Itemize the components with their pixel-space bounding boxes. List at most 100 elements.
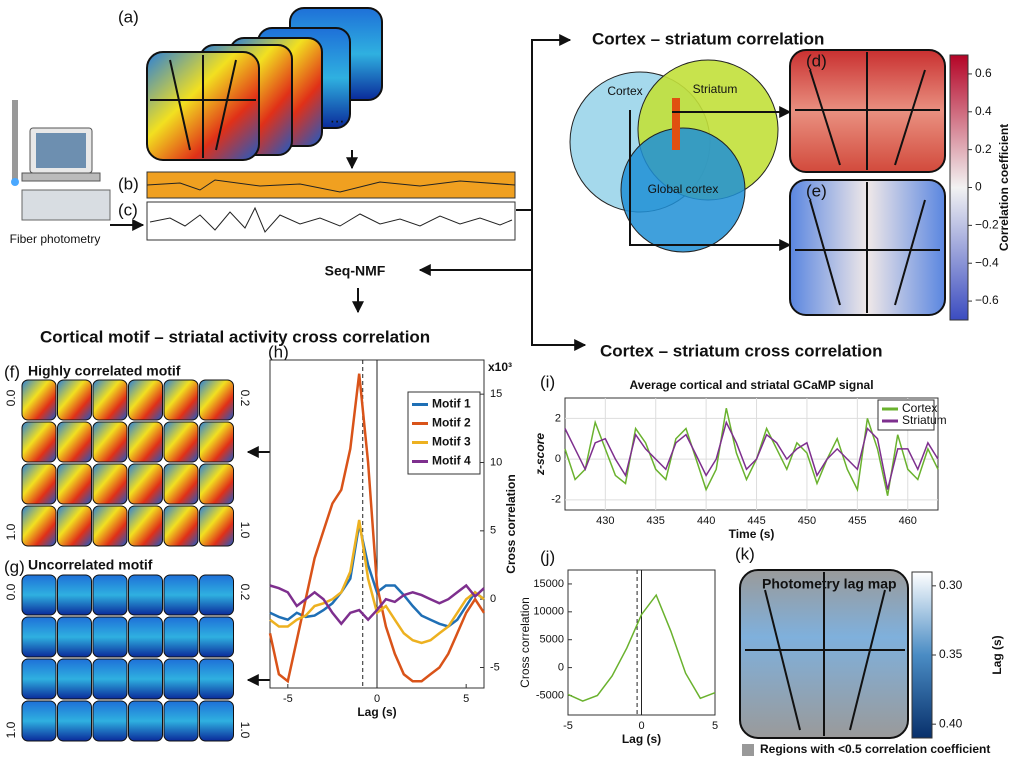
panel-label: (b) xyxy=(118,174,139,193)
motif-frame xyxy=(58,575,92,615)
legend-label: Motif 1 xyxy=(432,397,471,411)
motif-frame xyxy=(93,506,127,546)
motif-frame xyxy=(200,422,234,462)
motif-frame xyxy=(22,422,56,462)
motif-frame xyxy=(200,464,234,504)
colorbar xyxy=(950,55,968,320)
device xyxy=(22,190,110,220)
colorbar-tick-label: 0 xyxy=(975,180,982,194)
x-tick-label: 0 xyxy=(374,693,380,705)
arrow xyxy=(516,40,570,210)
y-tick-label: 10 xyxy=(490,456,502,468)
motif-frame xyxy=(22,575,56,615)
y-tick-label: 10000 xyxy=(533,606,564,618)
motif-frame xyxy=(22,617,56,657)
subtitle: Uncorrelated motif xyxy=(28,557,153,573)
trace-box xyxy=(147,202,515,240)
panel-label: (a) xyxy=(118,7,139,26)
legend-label: Striatum xyxy=(902,413,947,427)
panel-label: (j) xyxy=(540,547,555,566)
panel-label: (f) xyxy=(4,362,20,381)
legend-label: Motif 3 xyxy=(432,435,471,449)
motif-frame xyxy=(164,575,198,615)
motif-frame xyxy=(200,575,234,615)
side-label: 1.0 xyxy=(238,722,252,739)
motif-frame xyxy=(93,659,127,699)
y-tick-label: -2 xyxy=(551,494,561,506)
colorbar-tick-label: 0.2 xyxy=(975,142,992,156)
colorbar-tick-label: 0.40 xyxy=(939,716,963,730)
light xyxy=(11,178,19,186)
x-axis-label: Time (s) xyxy=(729,527,775,541)
motif-frame xyxy=(200,380,234,420)
colorbar-tick-label: 0.6 xyxy=(975,66,992,80)
motif-frame xyxy=(129,506,163,546)
x-tick-label: 440 xyxy=(697,515,715,527)
section-title: Cortex – striatum correlation xyxy=(592,29,824,48)
colorbar-tick-label: 0.4 xyxy=(975,104,992,118)
panel-label: (k) xyxy=(735,544,755,563)
x-tick-label: -5 xyxy=(283,693,293,705)
side-label: 0.0 xyxy=(4,389,18,406)
screen xyxy=(36,133,86,168)
chart-title: Average cortical and striatal GCaMP sign… xyxy=(629,378,873,392)
side-label: 1.0 xyxy=(4,523,18,540)
motif-frame xyxy=(22,701,56,741)
venn-label: Cortex xyxy=(607,84,642,98)
motif-frame xyxy=(129,380,163,420)
heat-strip xyxy=(147,172,515,198)
motif-frame xyxy=(129,617,163,657)
motif-frame xyxy=(58,701,92,741)
note: Regions with <0.5 correlation coefficien… xyxy=(760,742,990,756)
motif-frame xyxy=(93,380,127,420)
side-label: 1.0 xyxy=(238,522,252,539)
legend-label: Motif 2 xyxy=(432,416,471,430)
y-tick-label: 5 xyxy=(490,525,496,537)
motif-frame xyxy=(93,464,127,504)
y-tick-label: -5 xyxy=(490,661,500,673)
colorbar-tick-label: 0.35 xyxy=(939,647,963,661)
y-tick-label: 15 xyxy=(490,388,502,400)
motif-frame xyxy=(129,659,163,699)
y-tick-label: 0 xyxy=(558,662,564,674)
motif-frame xyxy=(129,464,163,504)
motif-frame xyxy=(164,701,198,741)
y-tick-label: 5000 xyxy=(540,634,564,646)
x-tick-label: 445 xyxy=(747,515,765,527)
motif-frame xyxy=(164,659,198,699)
motif-frame xyxy=(200,617,234,657)
y-tick-label: 2 xyxy=(555,412,561,424)
gray-swatch xyxy=(742,744,754,756)
colorbar-label: Correlation coefficient xyxy=(997,124,1011,251)
y-axis-label: z-score xyxy=(533,433,547,476)
figure: ... (a) (b) (c) (d) (e) (f) (g) (h) (i) … xyxy=(0,0,1019,758)
laptop-base xyxy=(22,173,100,181)
motif-frame xyxy=(200,506,234,546)
colorbar-label: Lag (s) xyxy=(990,635,1004,674)
side-label: 1.0 xyxy=(4,721,18,738)
motif-frame xyxy=(164,464,198,504)
motif-frame xyxy=(93,617,127,657)
arrow xyxy=(532,210,585,345)
fiber xyxy=(12,100,18,180)
motif-frame xyxy=(58,506,92,546)
panel-label: (g) xyxy=(4,557,25,576)
motif-frame xyxy=(22,464,56,504)
motif-frame xyxy=(22,659,56,699)
motif-frame xyxy=(22,506,56,546)
colorbar xyxy=(912,572,932,738)
map-title: Photometry lag map xyxy=(762,576,897,592)
x-tick-label: 450 xyxy=(798,515,816,527)
y-tick-label: -5000 xyxy=(536,689,564,701)
motif-frame xyxy=(58,617,92,657)
y-axis-label: Cross correlation xyxy=(518,597,532,688)
motif-frame xyxy=(58,464,92,504)
x-tick-label: 5 xyxy=(463,693,469,705)
y-tick-label: 0 xyxy=(490,593,496,605)
motif-frame xyxy=(200,701,234,741)
motif-frame xyxy=(164,380,198,420)
motif-frame xyxy=(93,422,127,462)
motif-frame xyxy=(129,575,163,615)
x-tick-label: 455 xyxy=(848,515,866,527)
seqnmf-label: Seq-NMF xyxy=(325,263,386,279)
